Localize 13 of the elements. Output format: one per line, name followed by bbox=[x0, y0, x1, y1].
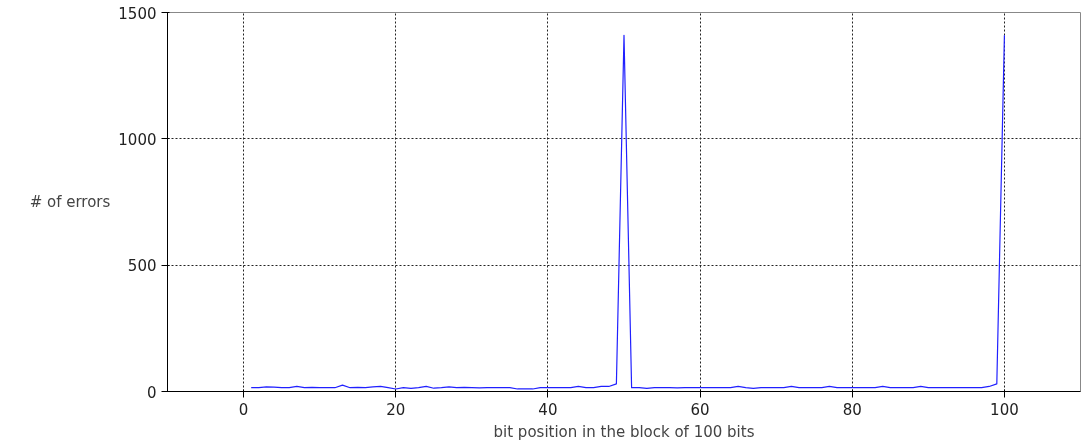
x-axis-title: bit position in the block of 100 bits bbox=[493, 422, 755, 441]
x-tick-label: 40 bbox=[538, 400, 558, 419]
x-tick-label: 100 bbox=[990, 400, 1019, 419]
y-tick-label: 1500 bbox=[118, 4, 157, 23]
y-axis-title: # of errors bbox=[29, 193, 111, 211]
y-tick-label: 0 bbox=[146, 383, 157, 402]
x-tick-label: 20 bbox=[386, 400, 406, 419]
y-tick-label: 500 bbox=[127, 257, 157, 276]
line-series bbox=[250, 34, 1006, 390]
x-tick-label: 0 bbox=[238, 400, 249, 419]
x-tick-label: 80 bbox=[842, 400, 862, 419]
x-tick-label: 60 bbox=[690, 400, 710, 419]
y-tick-label: 1000 bbox=[118, 130, 157, 149]
